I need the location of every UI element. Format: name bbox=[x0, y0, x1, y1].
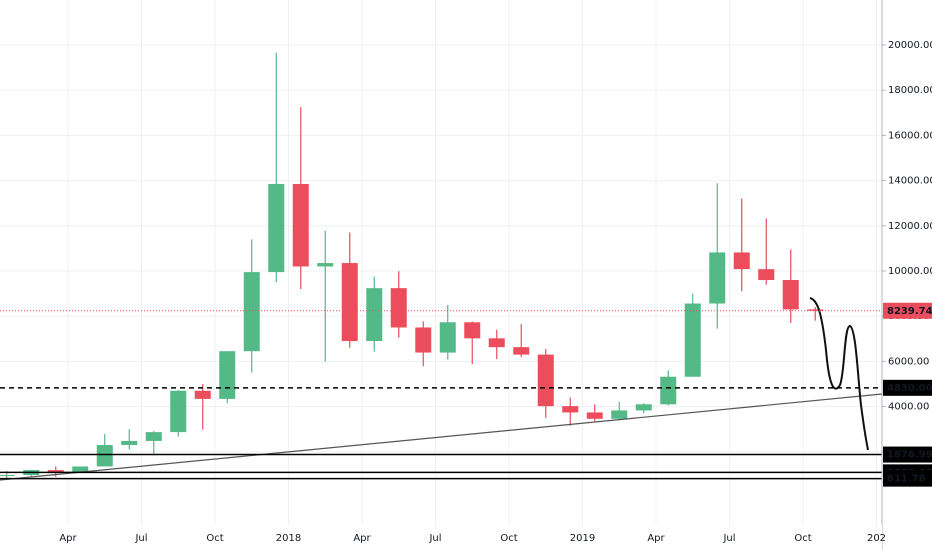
y-tick-label: 4000.00 bbox=[888, 402, 929, 413]
candle-body bbox=[709, 252, 726, 304]
candle-body bbox=[415, 327, 432, 353]
price-label: 8239.74 bbox=[887, 306, 932, 317]
candle-body bbox=[635, 404, 652, 411]
time-axis-panel bbox=[0, 525, 882, 550]
candle-body bbox=[684, 303, 701, 377]
price-label-box bbox=[883, 302, 932, 319]
y-tick-label: 16000.00 bbox=[888, 130, 932, 141]
candle-body bbox=[390, 288, 407, 328]
price-label-box bbox=[883, 446, 932, 463]
candle-body bbox=[513, 347, 530, 355]
candle-body bbox=[366, 288, 383, 342]
drawn-projection bbox=[809, 297, 869, 451]
candle-body bbox=[758, 269, 775, 281]
price-label: 1876.99 bbox=[887, 450, 932, 461]
price-label: 811.78 bbox=[887, 474, 926, 485]
candle-body bbox=[0, 475, 15, 477]
candle-body bbox=[121, 440, 138, 445]
x-tick-label: Apr bbox=[59, 533, 77, 544]
candle-body bbox=[464, 322, 481, 339]
candle-body bbox=[145, 432, 162, 441]
candle-body bbox=[733, 252, 750, 270]
x-tick-label: 2019 bbox=[570, 533, 595, 544]
x-tick-label: 202 bbox=[867, 533, 886, 544]
trend-line bbox=[0, 393, 883, 481]
price-lines bbox=[0, 310, 882, 480]
candle-body bbox=[243, 272, 260, 352]
candle-body bbox=[439, 322, 456, 353]
candle-body bbox=[488, 338, 505, 348]
price-label: 4830.00 bbox=[887, 383, 932, 394]
x-tick-label: Oct bbox=[206, 533, 223, 544]
candle-body bbox=[268, 183, 285, 273]
y-tick-label: 12000.00 bbox=[888, 221, 932, 232]
candle-body bbox=[317, 263, 334, 267]
y-tick-label: 14000.00 bbox=[888, 176, 932, 187]
x-tick-label: Oct bbox=[794, 533, 811, 544]
y-tick-label: 10000.00 bbox=[888, 266, 932, 277]
y-tick-label: 18000.00 bbox=[888, 85, 932, 96]
axes: 2000.004000.006000.008000.0010000.001200… bbox=[59, 40, 932, 544]
candle-body bbox=[660, 376, 677, 405]
x-tick-label: 2018 bbox=[276, 533, 301, 544]
grid bbox=[0, 0, 882, 525]
candle-body bbox=[170, 390, 187, 433]
x-tick-label: Jul bbox=[134, 533, 147, 544]
candle-body bbox=[611, 410, 628, 419]
candle-body bbox=[586, 412, 603, 419]
candle-body bbox=[341, 263, 358, 342]
x-tick-label: Apr bbox=[647, 533, 665, 544]
candle-body bbox=[72, 466, 89, 473]
x-tick-label: Oct bbox=[500, 533, 517, 544]
price-label-box bbox=[883, 470, 932, 487]
y-tick-label: 20000.00 bbox=[888, 40, 932, 51]
candle-body bbox=[292, 183, 309, 267]
candle-body bbox=[96, 444, 113, 467]
candle-body bbox=[782, 280, 799, 310]
candle-body bbox=[194, 390, 211, 399]
candle-body bbox=[47, 470, 64, 473]
y-tick-label: 6000.00 bbox=[888, 356, 929, 367]
price-label-box bbox=[883, 379, 932, 396]
x-tick-label: Jul bbox=[428, 533, 441, 544]
candle-body bbox=[219, 351, 236, 399]
x-tick-label: Jul bbox=[722, 533, 735, 544]
candle-body bbox=[562, 406, 579, 413]
candle-body bbox=[537, 354, 554, 407]
x-tick-label: Apr bbox=[353, 533, 371, 544]
candle-body bbox=[807, 309, 824, 311]
